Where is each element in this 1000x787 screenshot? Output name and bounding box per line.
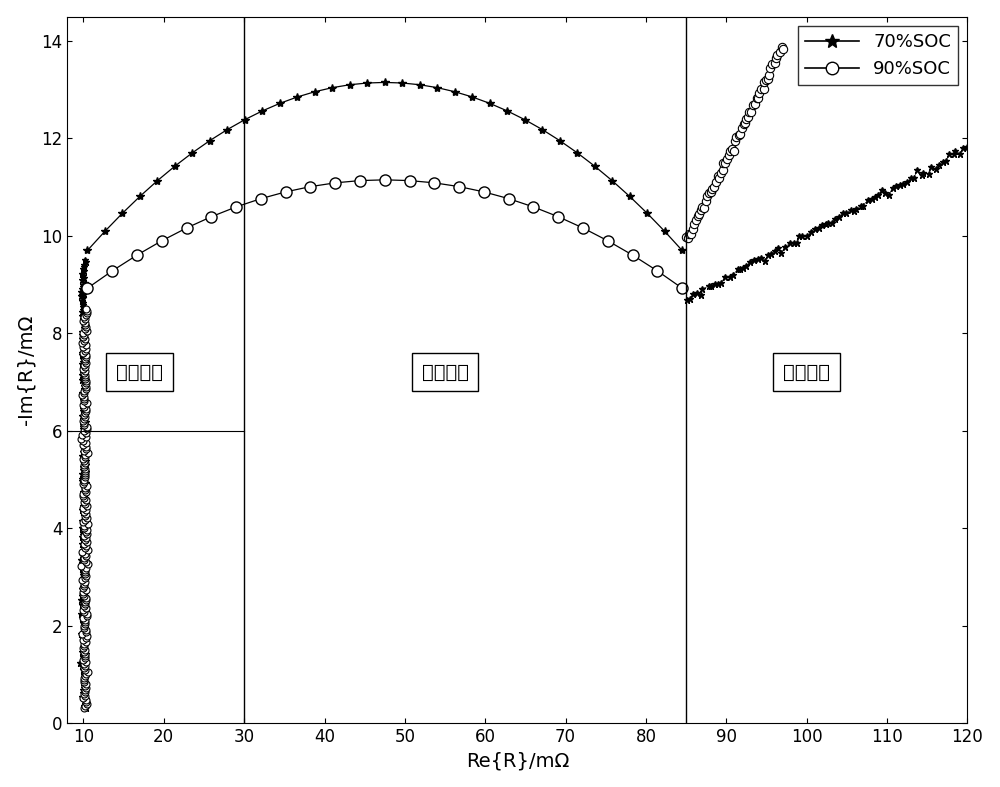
Legend: 70%SOC, 90%SOC: 70%SOC, 90%SOC bbox=[798, 26, 958, 85]
X-axis label: Re{R}/mΩ: Re{R}/mΩ bbox=[466, 752, 569, 770]
Text: 高频部分: 高频部分 bbox=[116, 363, 163, 382]
Text: 中频部分: 中频部分 bbox=[422, 363, 469, 382]
Y-axis label: -Im{R}/mΩ: -Im{R}/mΩ bbox=[17, 315, 36, 425]
Text: 乎频部分: 乎频部分 bbox=[783, 363, 830, 382]
